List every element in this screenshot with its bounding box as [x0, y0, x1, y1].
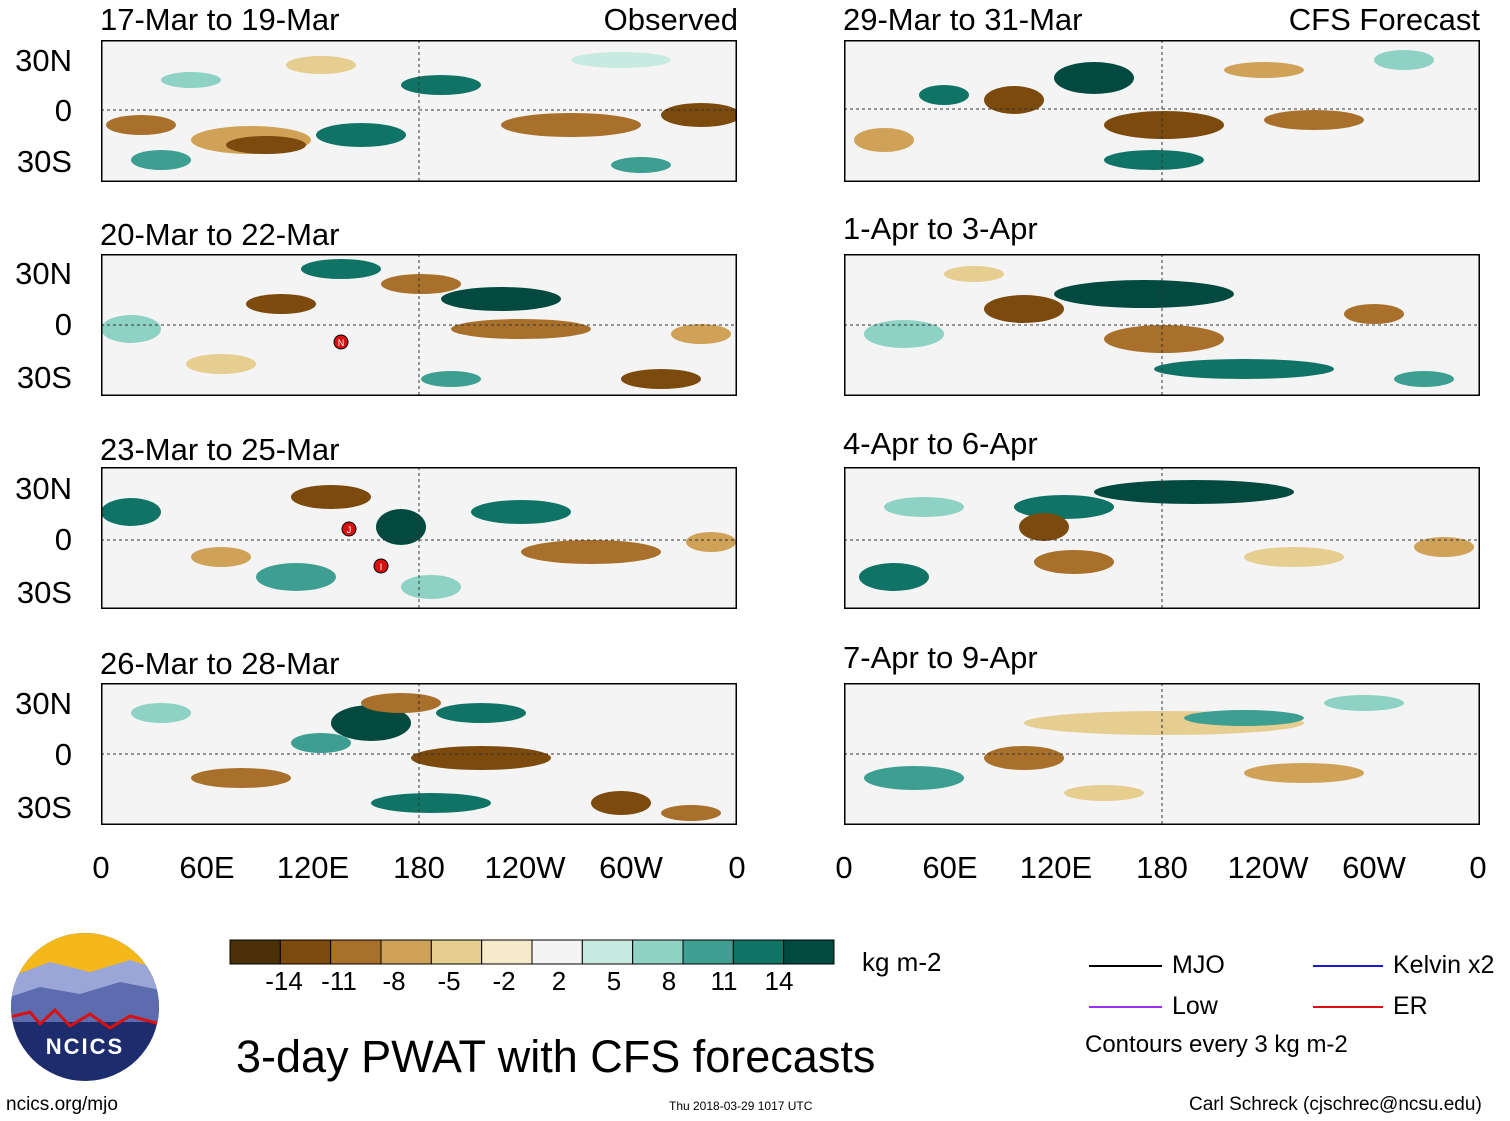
panel-title-8: 7-Apr to 9-Apr: [843, 640, 1038, 675]
colorbar-swatch: [279, 939, 332, 965]
lon-label: 180: [1136, 850, 1188, 885]
logo-text: NCICS: [46, 1034, 124, 1059]
lon-label: 60E: [922, 850, 978, 885]
panel-title-7: 4-Apr to 6-Apr: [843, 426, 1038, 461]
legend-label-low: Low: [1172, 992, 1218, 1020]
map-panel-observed-3: J I: [101, 467, 737, 609]
colorbar-label: -14: [265, 966, 303, 996]
lon-label: 0: [728, 850, 746, 885]
lat-label: 30N: [15, 256, 72, 291]
lon-label: 0: [835, 850, 853, 885]
map-panel-forecast-1: [844, 40, 1480, 182]
panel-title-1: 17-Mar to 19-Mar: [100, 2, 340, 37]
contour-note: Contours every 3 kg m-2: [1085, 1031, 1348, 1058]
lat-label: 30S: [16, 790, 72, 825]
map-panel-observed-1: [101, 40, 737, 182]
lon-label: 120W: [1227, 850, 1309, 885]
legend-line-mjo: [1089, 965, 1162, 967]
map-panel-forecast-4: [844, 683, 1480, 825]
colorbar-swatch: [783, 939, 835, 965]
colorbar-label: 8: [661, 966, 677, 996]
lon-label: 120E: [276, 850, 350, 885]
colorbar-swatch: [430, 939, 483, 965]
lat-label: 30N: [15, 471, 72, 506]
lat-label: 0: [54, 93, 72, 128]
legend-line-er: [1313, 1006, 1383, 1008]
map-panel-forecast-2: [844, 254, 1480, 396]
colorbar-label: -11: [321, 966, 357, 996]
panel-title-2: 20-Mar to 22-Mar: [100, 217, 340, 252]
colorbar-label: -5: [437, 966, 461, 996]
colorbar-label: -8: [382, 966, 406, 996]
colorbar-swatch: [581, 939, 634, 965]
lat-label: 0: [54, 522, 72, 557]
map-panel-forecast-3: [844, 467, 1480, 609]
lat-label: 30S: [16, 144, 72, 179]
legend-label-er: ER: [1393, 992, 1428, 1020]
colorbar-swatch: [229, 939, 281, 965]
observed-tag: Observed: [603, 2, 738, 37]
colorbar: [229, 939, 835, 970]
legend-line-kelvin: [1313, 965, 1383, 967]
site-link[interactable]: ncics.org/mjo: [6, 1094, 118, 1115]
colorbar-label: -2: [492, 966, 516, 996]
lat-label: 30S: [16, 575, 72, 610]
lat-label: 30N: [15, 43, 72, 78]
map-panel-observed-2: N: [101, 254, 737, 396]
lon-label: 120W: [484, 850, 566, 885]
colorbar-swatch: [380, 939, 432, 965]
map-panel-observed-4: [101, 683, 737, 825]
lon-label: 180: [393, 850, 445, 885]
lon-label: 60E: [179, 850, 235, 885]
storm-marker: J: [347, 525, 352, 535]
lon-label: 0: [92, 850, 110, 885]
lon-label: 0: [1469, 850, 1487, 885]
lat-label: 0: [54, 307, 72, 342]
colorbar-swatch: [632, 939, 684, 965]
timestamp: Thu 2018-03-29 1017 UTC: [669, 1099, 813, 1113]
lon-label: 60W: [599, 850, 663, 885]
lon-label: 60W: [1342, 850, 1406, 885]
colorbar-label: 5: [606, 966, 622, 996]
colorbar-label: 11: [710, 966, 738, 996]
figure-title: 3-day PWAT with CFS forecasts: [236, 1031, 876, 1082]
colorbar-swatch: [682, 939, 734, 965]
cfs-forecast-tag: CFS Forecast: [1288, 2, 1480, 37]
colorbar-swatch: [481, 939, 533, 965]
panel-title-3: 23-Mar to 25-Mar: [100, 432, 340, 467]
colorbar-swatch: [732, 939, 785, 965]
panel-title-6: 1-Apr to 3-Apr: [843, 211, 1038, 246]
units-label: kg m-2: [862, 947, 942, 977]
ncics-logo: NCICS: [10, 932, 160, 1082]
lat-label: 30N: [15, 686, 72, 721]
colorbar-label: 14: [764, 966, 794, 996]
panel-title-5: 29-Mar to 31-Mar: [843, 2, 1083, 37]
legend-line-low: [1089, 1006, 1162, 1008]
colorbar-swatch: [531, 939, 583, 965]
lat-label: 30S: [16, 360, 72, 395]
colorbar-label: 2: [551, 966, 567, 996]
legend-label-kelvin: Kelvin x2: [1393, 951, 1495, 979]
legend-label-mjo: MJO: [1172, 951, 1225, 979]
storm-marker: I: [380, 562, 383, 572]
lon-label: 120E: [1019, 850, 1093, 885]
lat-label: 0: [54, 737, 72, 772]
panel-title-4: 26-Mar to 28-Mar: [100, 646, 340, 681]
storm-marker: N: [338, 338, 345, 348]
colorbar-swatch: [330, 939, 382, 965]
credit: Carl Schreck (cjschrec@ncsu.edu): [1189, 1094, 1482, 1115]
